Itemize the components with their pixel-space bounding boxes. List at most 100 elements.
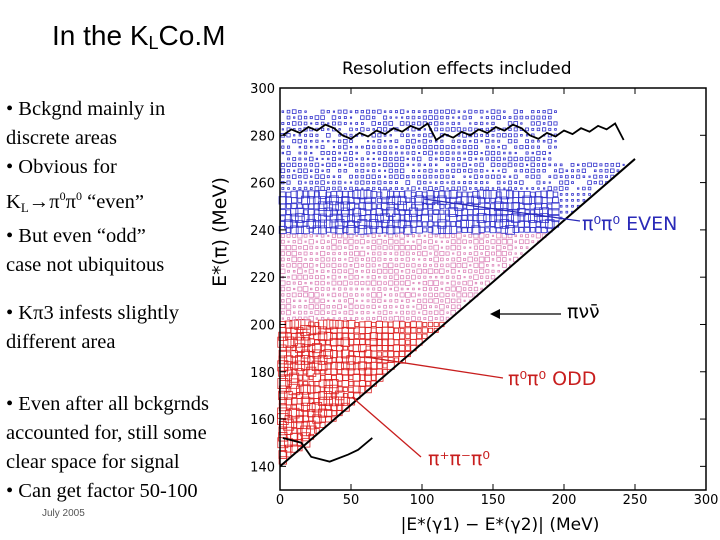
histogram-cell (301, 195, 311, 205)
histogram-cell (417, 180, 422, 185)
histogram-cell (308, 227, 314, 233)
histogram-cell (292, 281, 296, 285)
histogram-cell (320, 269, 325, 274)
histogram-cell (344, 163, 347, 166)
histogram-cell (485, 133, 489, 137)
histogram-cell (434, 127, 439, 132)
histogram-cell (337, 240, 342, 244)
histogram-cell (290, 326, 298, 334)
histogram-cell (302, 286, 309, 292)
histogram-cell (361, 187, 364, 190)
histogram-cell (400, 257, 404, 261)
histogram-cell (511, 213, 521, 223)
histogram-cell (434, 275, 438, 279)
histogram-cell (394, 286, 399, 292)
histogram-cell (300, 325, 311, 336)
histogram-cell (428, 174, 433, 179)
histogram-cell (298, 187, 302, 190)
histogram-cell (366, 127, 370, 132)
histogram-cell (405, 245, 411, 251)
histogram-cell (281, 139, 285, 143)
histogram-cell (371, 280, 377, 286)
histogram-cell (513, 115, 518, 120)
histogram-cell (304, 181, 307, 184)
histogram-cell (320, 274, 325, 280)
histogram-cell (304, 163, 308, 167)
histogram-cell (417, 121, 422, 126)
histogram-cell (331, 245, 337, 251)
histogram-cell (536, 110, 540, 114)
histogram-cell (417, 110, 421, 113)
histogram-cell (281, 122, 285, 125)
histogram-cell (440, 263, 444, 268)
histogram-cell (366, 180, 370, 185)
histogram-cell (377, 133, 382, 138)
histogram-cell (318, 408, 328, 418)
histogram-cell (320, 186, 325, 191)
histogram-cell (423, 151, 427, 155)
histogram-cell (331, 280, 337, 286)
histogram-cell (324, 415, 332, 423)
histogram-cell (366, 287, 370, 291)
histogram-cell (507, 156, 513, 162)
histogram-cell (341, 320, 350, 329)
histogram-cell (502, 157, 506, 161)
histogram-cell (280, 280, 286, 286)
histogram-cell (329, 213, 339, 223)
histogram-cell (334, 390, 345, 401)
histogram-cell (366, 269, 370, 274)
histogram-cell (457, 145, 461, 149)
histogram-cell (462, 115, 467, 120)
histogram-cell (421, 203, 428, 210)
histogram-cell (359, 339, 366, 346)
histogram-cell (576, 174, 581, 179)
histogram-cell (433, 244, 439, 251)
histogram-cell (382, 321, 389, 328)
histogram-cell (283, 361, 294, 371)
histogram-cell (372, 140, 375, 143)
histogram-cell (360, 127, 365, 132)
histogram-cell (360, 263, 364, 267)
histogram-cell (377, 151, 382, 155)
histogram-cell (445, 286, 450, 292)
histogram-cell (383, 234, 387, 237)
odd-label: π⁰π⁰ ODD (508, 368, 596, 390)
histogram-cell (310, 169, 313, 172)
histogram-cell (451, 298, 456, 304)
histogram-cell (451, 151, 455, 155)
histogram-cell (371, 275, 376, 280)
histogram-cell (411, 310, 416, 315)
y-tick-label: 280 (250, 129, 275, 144)
histogram-cell (352, 373, 361, 382)
histogram-cell (469, 246, 472, 249)
histogram-cell (463, 110, 466, 113)
histogram-cell (451, 157, 455, 161)
histogram-cell (286, 150, 291, 156)
histogram-cell (503, 110, 506, 113)
histogram-cell (297, 203, 303, 210)
histogram-cell (394, 280, 399, 286)
histogram-cell (397, 219, 407, 229)
histogram-cell (327, 122, 330, 125)
histogram-cell (507, 121, 513, 126)
histogram-cell (286, 286, 291, 292)
histogram-cell (417, 169, 421, 172)
histogram-cell (326, 186, 330, 191)
histogram-cell (349, 264, 353, 267)
histogram-cell (286, 251, 291, 256)
histogram-cell (497, 269, 500, 273)
histogram-cell (308, 298, 314, 304)
histogram-cell (287, 157, 290, 161)
histogram-cell (315, 234, 319, 237)
histogram-cell (428, 292, 433, 298)
histogram-cell (416, 321, 423, 328)
histogram-cell (306, 325, 317, 336)
histogram-cell (366, 109, 371, 114)
histogram-cell (484, 209, 491, 216)
histogram-cell (338, 311, 341, 314)
histogram-cell (376, 203, 382, 209)
histogram-cell (360, 110, 364, 114)
histogram-cell (338, 151, 341, 155)
histogram-cell (375, 338, 383, 346)
histogram-cell (332, 121, 336, 126)
